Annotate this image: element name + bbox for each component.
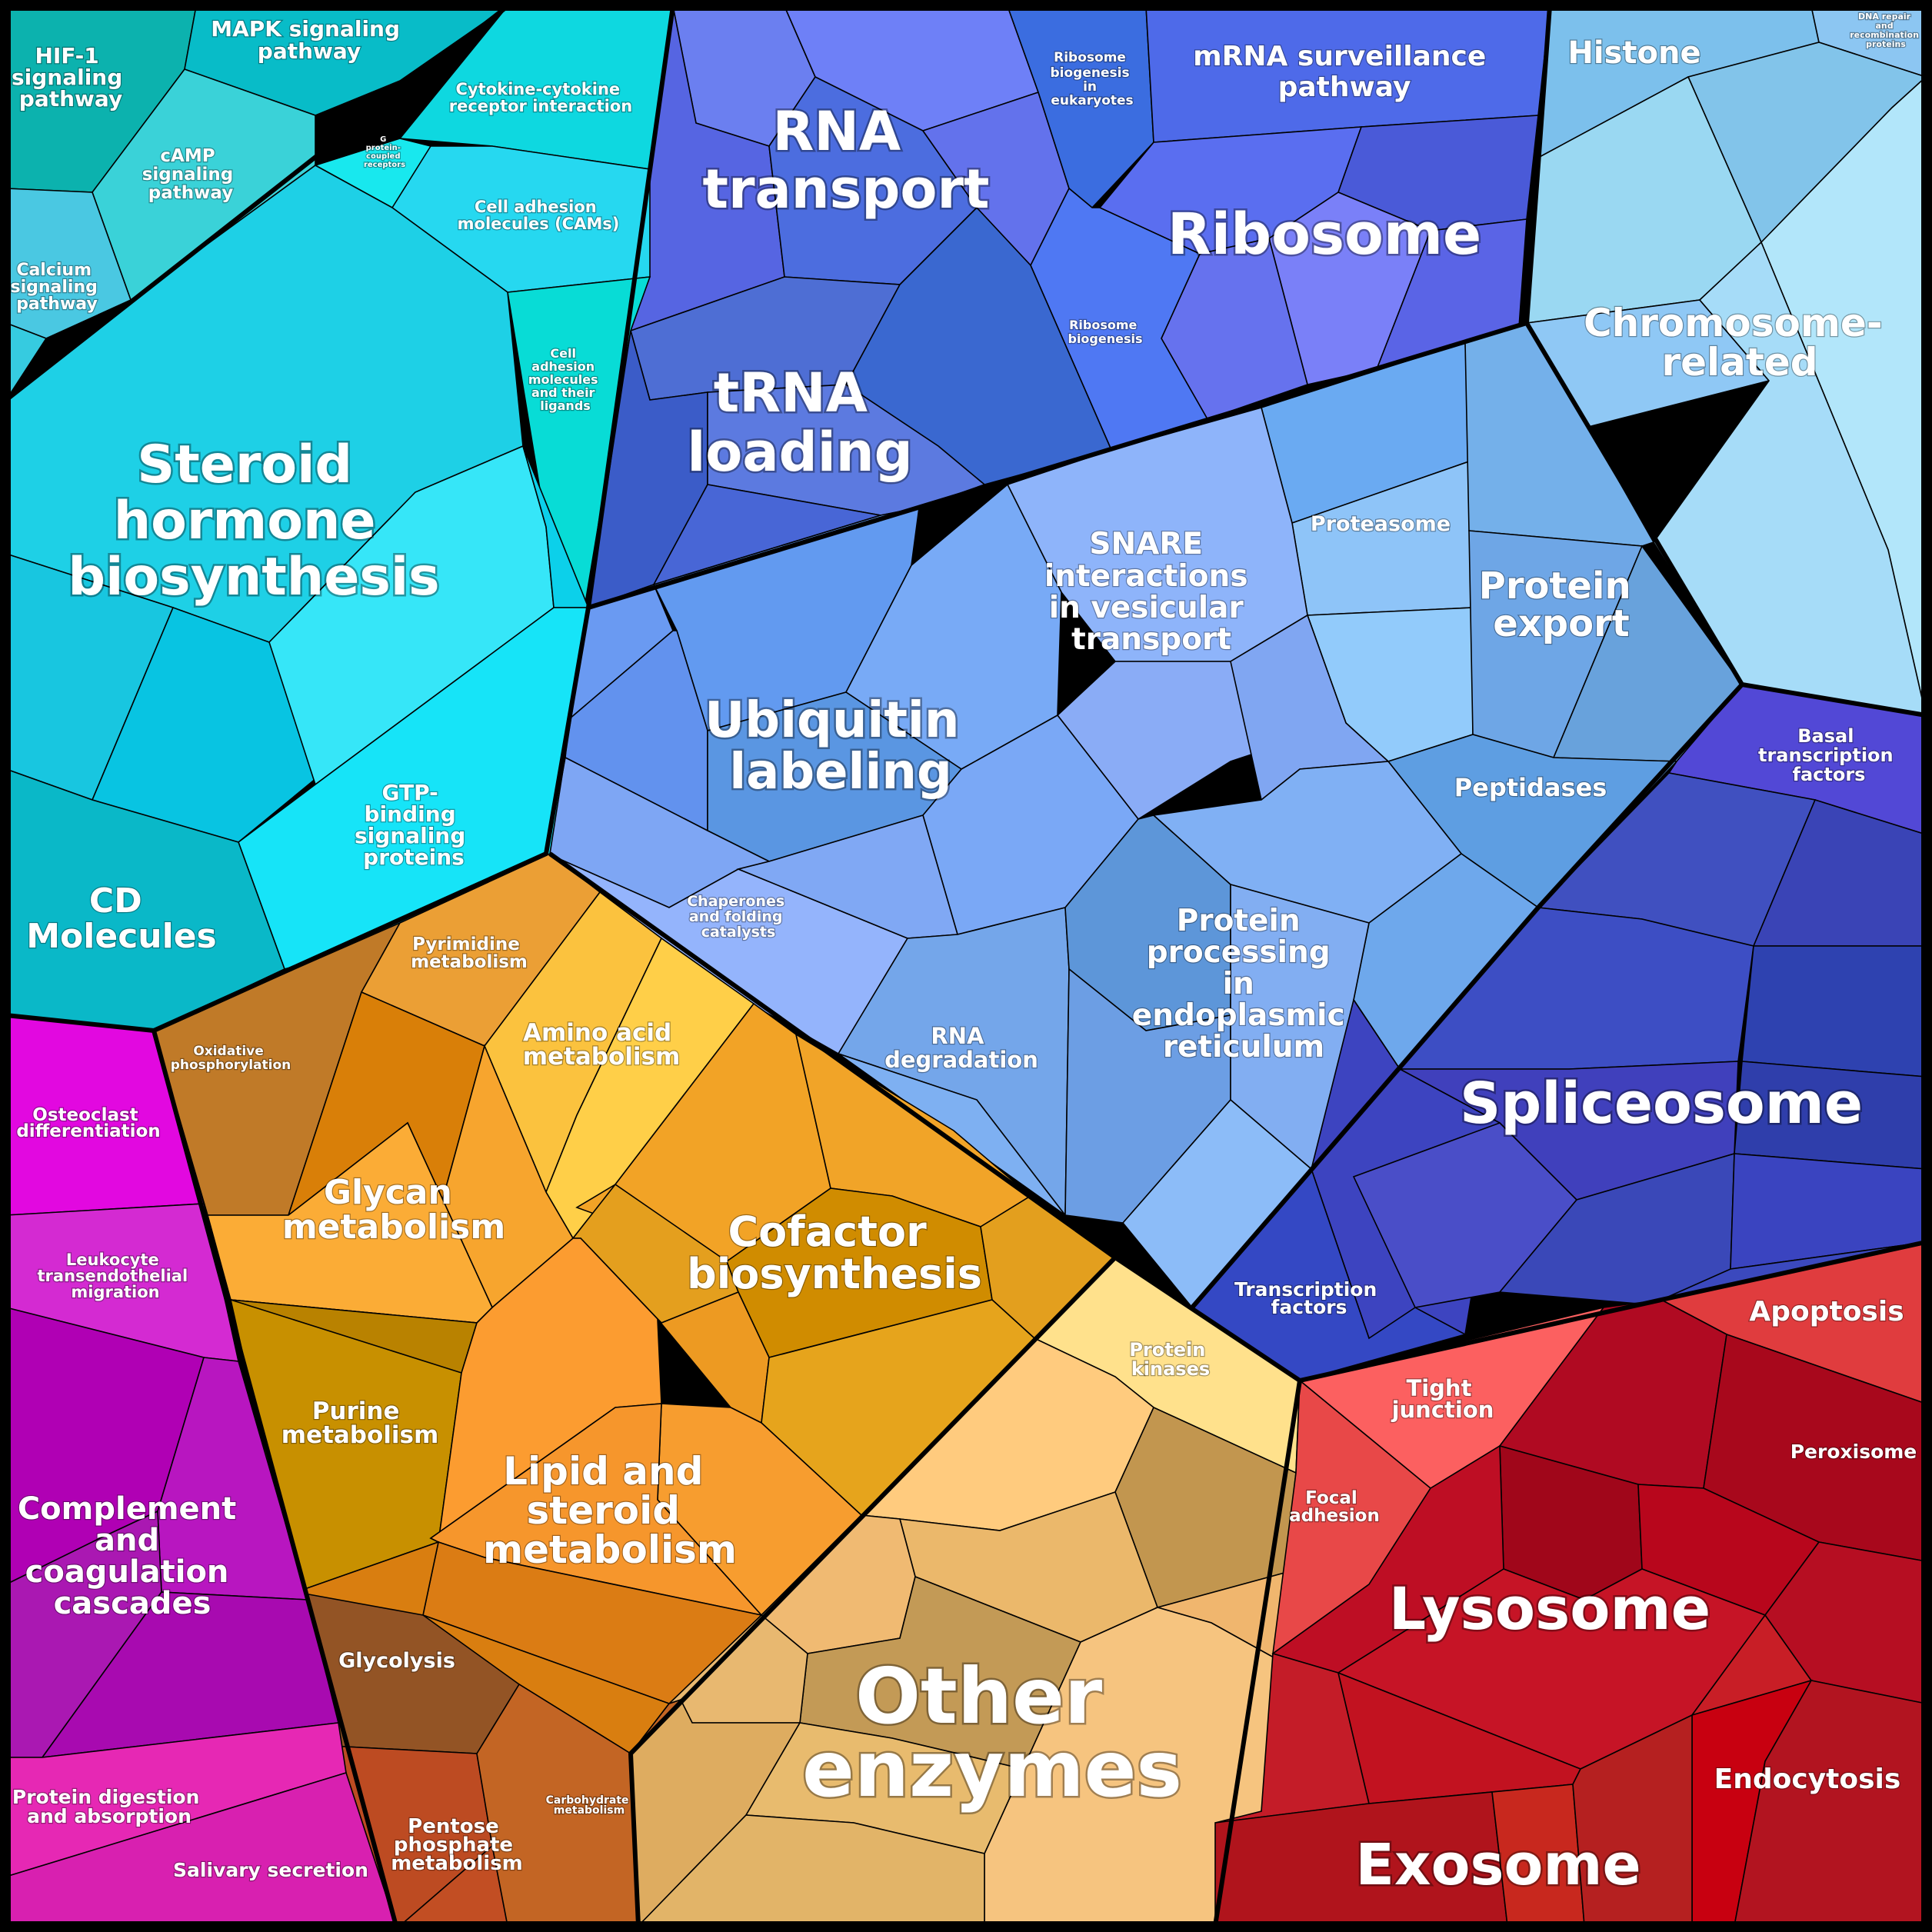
- label-salivary: Salivary secretion: [173, 1859, 368, 1881]
- label-complement: Complement and coagulation cascades: [18, 1491, 247, 1621]
- label-peroxisome: Peroxisome: [1790, 1441, 1917, 1463]
- label-lipid-steroid: Lipid and steroid metabolism: [483, 1449, 737, 1572]
- label-cofactor: Cofactor biosynthesis: [687, 1208, 982, 1298]
- label-peptidases: Peptidases: [1454, 773, 1607, 802]
- group-metabolism: [153, 853, 1117, 1927]
- group-cellular-processes: [1214, 1241, 1927, 1927]
- label-other-enzymes: Other enzymes: [802, 1651, 1182, 1814]
- label-trna-loading: tRNA loading: [687, 361, 912, 484]
- label-protein-export: Protein export: [1479, 565, 1644, 645]
- label-ribosome: Ribosome: [1168, 202, 1481, 268]
- label-spliceosome: Spliceosome: [1460, 1071, 1863, 1137]
- label-lysosome: Lysosome: [1389, 1574, 1710, 1643]
- label-proteasome: Proteasome: [1311, 512, 1451, 536]
- label-oxidative-phosphorylation: Oxidative phosphorylation: [171, 1044, 291, 1073]
- label-basal-transcription: Basal transcription factors: [1758, 725, 1900, 785]
- label-gpcr: G protein- coupled receptors: [364, 135, 405, 169]
- label-pentose-phosphate: Pentose phosphate metabolism: [391, 1815, 523, 1875]
- group-protein-processing: [547, 322, 1744, 1309]
- label-mrna-surveillance: mRNA surveillance pathway: [1193, 41, 1496, 103]
- label-leukocyte: Leukocyte transendothelial migration: [38, 1251, 194, 1301]
- label-ubiquitin: Ubiquitin labeling: [705, 692, 976, 801]
- group-immune: [5, 1014, 398, 1927]
- label-steroid-hormone: Steroid hormone biosynthesis: [68, 435, 439, 608]
- label-endocytosis: Endocytosis: [1714, 1764, 1901, 1795]
- group-other-enzymes: [630, 1256, 1301, 1927]
- label-protein-kinases: Protein kinases: [1129, 1339, 1211, 1380]
- label-carbohydrate: Carbohydrate metabolism: [546, 1794, 633, 1817]
- label-cell-adhesion-ligands: Cell adhesion molecules and their ligand…: [528, 346, 602, 413]
- label-amino-acid: Amino acid metabolism: [523, 1019, 681, 1071]
- label-pyrimidine: Pyrimidine metabolism: [411, 934, 528, 972]
- label-rna-degradation: RNA degradation: [884, 1023, 1038, 1073]
- label-glycolysis: Glycolysis: [338, 1649, 455, 1673]
- label-exosome: Exosome: [1355, 1832, 1641, 1898]
- label-protein-processing-er: Protein processing in endoplasmic reticu…: [1132, 904, 1355, 1064]
- group-transcription: [1191, 684, 1927, 1381]
- label-chromosome-related: Chromosome- related: [1584, 301, 1896, 385]
- cell-splice-h[interactable]: [1352, 1122, 1578, 1308]
- label-protein-digestion: Protein digestion and absorption: [12, 1786, 206, 1827]
- labels: RNA transport Ribosome Ribosome biogenes…: [9, 11, 1922, 1900]
- label-hif1: HIF-1 signaling pathway: [12, 43, 130, 112]
- label-histone: Histone: [1567, 35, 1700, 71]
- label-snare: SNARE interactions in vesicular transpor…: [1044, 527, 1258, 657]
- label-glycan: Glycan metabolism: [282, 1173, 505, 1247]
- label-dna-repair: DNA repair and recombination proteins: [1850, 12, 1922, 49]
- label-rna-transport: RNA transport: [703, 100, 990, 221]
- label-apoptosis: Apoptosis: [1749, 1296, 1904, 1327]
- group-genetic-information-processing: [588, 5, 1551, 609]
- label-calcium: Calcium signaling pathway: [10, 261, 103, 314]
- group-signaling: [5, 5, 674, 1031]
- label-purine: Purine metabolism: [281, 1397, 439, 1449]
- label-mapk: MAPK signaling pathway: [211, 16, 408, 64]
- label-osteoclast: Osteoclast differentiation: [16, 1105, 160, 1141]
- label-focal-adhesion: Focal adhesion: [1289, 1488, 1380, 1526]
- cell-splice-d[interactable]: [1741, 945, 1927, 1078]
- cell-ubiq-h[interactable]: [736, 814, 959, 939]
- label-transcription-factors: Transcription factors: [1234, 1278, 1384, 1318]
- label-chaperones: Chaperones and folding catalysts: [687, 893, 790, 941]
- label-ribosome-biogenesis: Ribosome biogenesis: [1068, 318, 1142, 346]
- label-cams: Cell adhesion molecules (CAMs): [458, 198, 620, 233]
- label-tight-junction: Tight junction: [1391, 1375, 1494, 1423]
- label-cd-molecules: CD Molecules: [26, 881, 216, 956]
- label-ribosome-biogenesis-eukaryotes: Ribosome biogenesis in eukaryotes: [1051, 50, 1134, 108]
- cell-exosome-c[interactable]: [1572, 1714, 1693, 1927]
- label-cytokine: Cytokine-cytokine receptor interaction: [449, 80, 632, 115]
- group-boundaries: [5, 4, 1927, 1927]
- label-camp: cAMP signaling pathway: [142, 146, 240, 203]
- group-chromosome: [1518, 5, 1927, 716]
- label-gtp-binding: GTP- binding signaling proteins: [355, 780, 473, 870]
